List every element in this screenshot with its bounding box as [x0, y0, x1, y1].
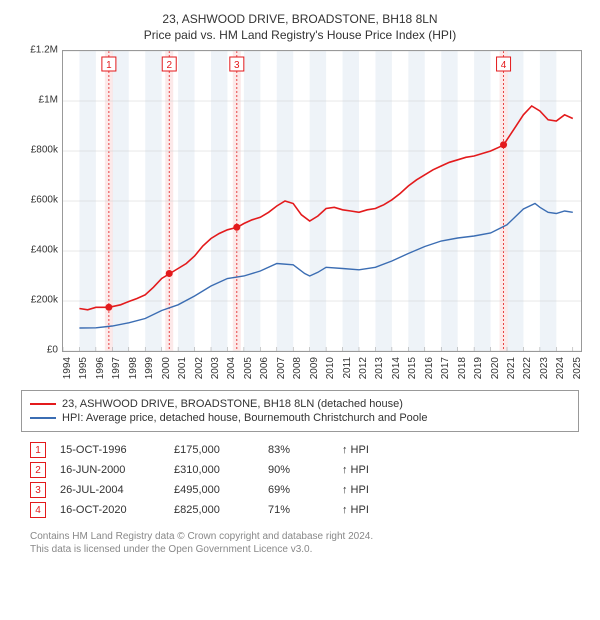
sale-pct: 90% [268, 464, 328, 476]
sale-date: 26-JUL-2004 [60, 484, 160, 496]
x-tick-label: 2022 [522, 357, 533, 379]
x-tick-label: 2015 [407, 357, 418, 379]
sale-marker-icon: 2 [30, 462, 46, 478]
x-tick-label: 2009 [309, 357, 320, 379]
x-tick-label: 1999 [144, 357, 155, 379]
sale-hpi-indicator: ↑ HPI [342, 484, 369, 496]
chart-subtitle: Price paid vs. HM Land Registry's House … [10, 28, 590, 42]
sale-row: 4 16-OCT-2020 £825,000 71% ↑ HPI [30, 502, 570, 518]
plot-area: 1 2 3 4 [62, 50, 582, 352]
svg-text:1: 1 [106, 60, 112, 71]
x-tick-label: 2008 [292, 357, 303, 379]
sale-marker-icon: 3 [30, 482, 46, 498]
x-tick-label: 2011 [342, 357, 353, 379]
x-tick-label: 2010 [325, 357, 336, 379]
svg-text:2: 2 [166, 60, 172, 71]
sale-price: £825,000 [174, 504, 254, 516]
y-tick-label: £1.2M [30, 45, 58, 56]
sale-marker-icon: 4 [30, 502, 46, 518]
x-tick-label: 2021 [506, 357, 517, 379]
x-tick-label: 1995 [78, 357, 89, 379]
legend-box: 23, ASHWOOD DRIVE, BROADSTONE, BH18 8LN … [21, 390, 579, 432]
sale-price: £175,000 [174, 444, 254, 456]
sale-marker-icon: 1 [30, 442, 46, 458]
x-tick-label: 2020 [490, 357, 501, 379]
legend-swatch [30, 417, 56, 419]
x-tick-label: 2024 [555, 357, 566, 379]
x-tick-label: 2012 [358, 357, 369, 379]
sale-pct: 83% [268, 444, 328, 456]
x-tick-label: 1998 [128, 357, 139, 379]
svg-text:4: 4 [501, 60, 507, 71]
x-tick-label: 2018 [457, 357, 468, 379]
legend-item: 23, ASHWOOD DRIVE, BROADSTONE, BH18 8LN … [30, 398, 570, 410]
x-tick-label: 2003 [210, 357, 221, 379]
x-tick-label: 2000 [161, 357, 172, 379]
x-tick-label: 1997 [111, 357, 122, 379]
chart-title: 23, ASHWOOD DRIVE, BROADSTONE, BH18 8LN [10, 12, 590, 26]
sale-hpi-indicator: ↑ HPI [342, 464, 369, 476]
x-tick-label: 2014 [391, 357, 402, 379]
y-tick-label: £600k [31, 195, 58, 206]
sale-date: 15-OCT-1996 [60, 444, 160, 456]
x-tick-label: 2002 [194, 357, 205, 379]
sale-date: 16-JUN-2000 [60, 464, 160, 476]
sales-table: 1 15-OCT-1996 £175,000 83% ↑ HPI 2 16-JUN-2000… [30, 442, 570, 518]
y-tick-label: £0 [47, 345, 58, 356]
legend-swatch [30, 403, 56, 405]
sale-price: £495,000 [174, 484, 254, 496]
y-tick-label: £200k [31, 295, 58, 306]
legend-label: 23, ASHWOOD DRIVE, BROADSTONE, BH18 8LN … [62, 398, 403, 410]
x-tick-label: 2016 [424, 357, 435, 379]
sale-hpi-indicator: ↑ HPI [342, 444, 369, 456]
sale-row: 2 16-JUN-2000 £310,000 90% ↑ HPI [30, 462, 570, 478]
legend-item: HPI: Average price, detached house, Bour… [30, 412, 570, 424]
x-tick-label: 2013 [374, 357, 385, 379]
sale-pct: 69% [268, 484, 328, 496]
x-axis-labels: 1994 1995 1996 1997 1998 1999 2000 2001 2002 2003… [62, 355, 580, 380]
legend-label: HPI: Average price, detached house, Bour… [62, 412, 427, 424]
x-tick-label: 2004 [226, 357, 237, 379]
x-tick-label: 2017 [440, 357, 451, 379]
sale-pct: 71% [268, 504, 328, 516]
sale-price: £310,000 [174, 464, 254, 476]
sale-hpi-indicator: ↑ HPI [342, 504, 369, 516]
footer-line: This data is licensed under the Open Gov… [30, 543, 570, 556]
y-tick-label: £400k [31, 245, 58, 256]
x-tick-label: 2019 [473, 357, 484, 379]
y-axis-labels: £0£200k£400k£600k£800k£1M£1.2M [20, 50, 60, 350]
sale-row: 1 15-OCT-1996 £175,000 83% ↑ HPI [30, 442, 570, 458]
sale-date: 16-OCT-2020 [60, 504, 160, 516]
x-tick-label: 1994 [62, 357, 73, 379]
x-tick-label: 2007 [276, 357, 287, 379]
footer-line: Contains HM Land Registry data © Crown c… [30, 530, 570, 543]
x-tick-label: 2005 [243, 357, 254, 379]
y-tick-label: £800k [31, 145, 58, 156]
y-tick-label: £1M [39, 95, 58, 106]
x-tick-label: 2025 [572, 357, 583, 379]
svg-text:3: 3 [234, 60, 240, 71]
chart-area: £0£200k£400k£600k£800k£1M£1.2M 1234 1994… [20, 50, 580, 380]
x-tick-label: 2001 [177, 357, 188, 379]
x-tick-label: 1996 [95, 357, 106, 379]
sale-row: 3 26-JUL-2004 £495,000 69% ↑ HPI [30, 482, 570, 498]
x-tick-label: 2006 [259, 357, 270, 379]
x-tick-label: 2023 [539, 357, 550, 379]
footer-attribution: Contains HM Land Registry data © Crown c… [30, 530, 570, 556]
